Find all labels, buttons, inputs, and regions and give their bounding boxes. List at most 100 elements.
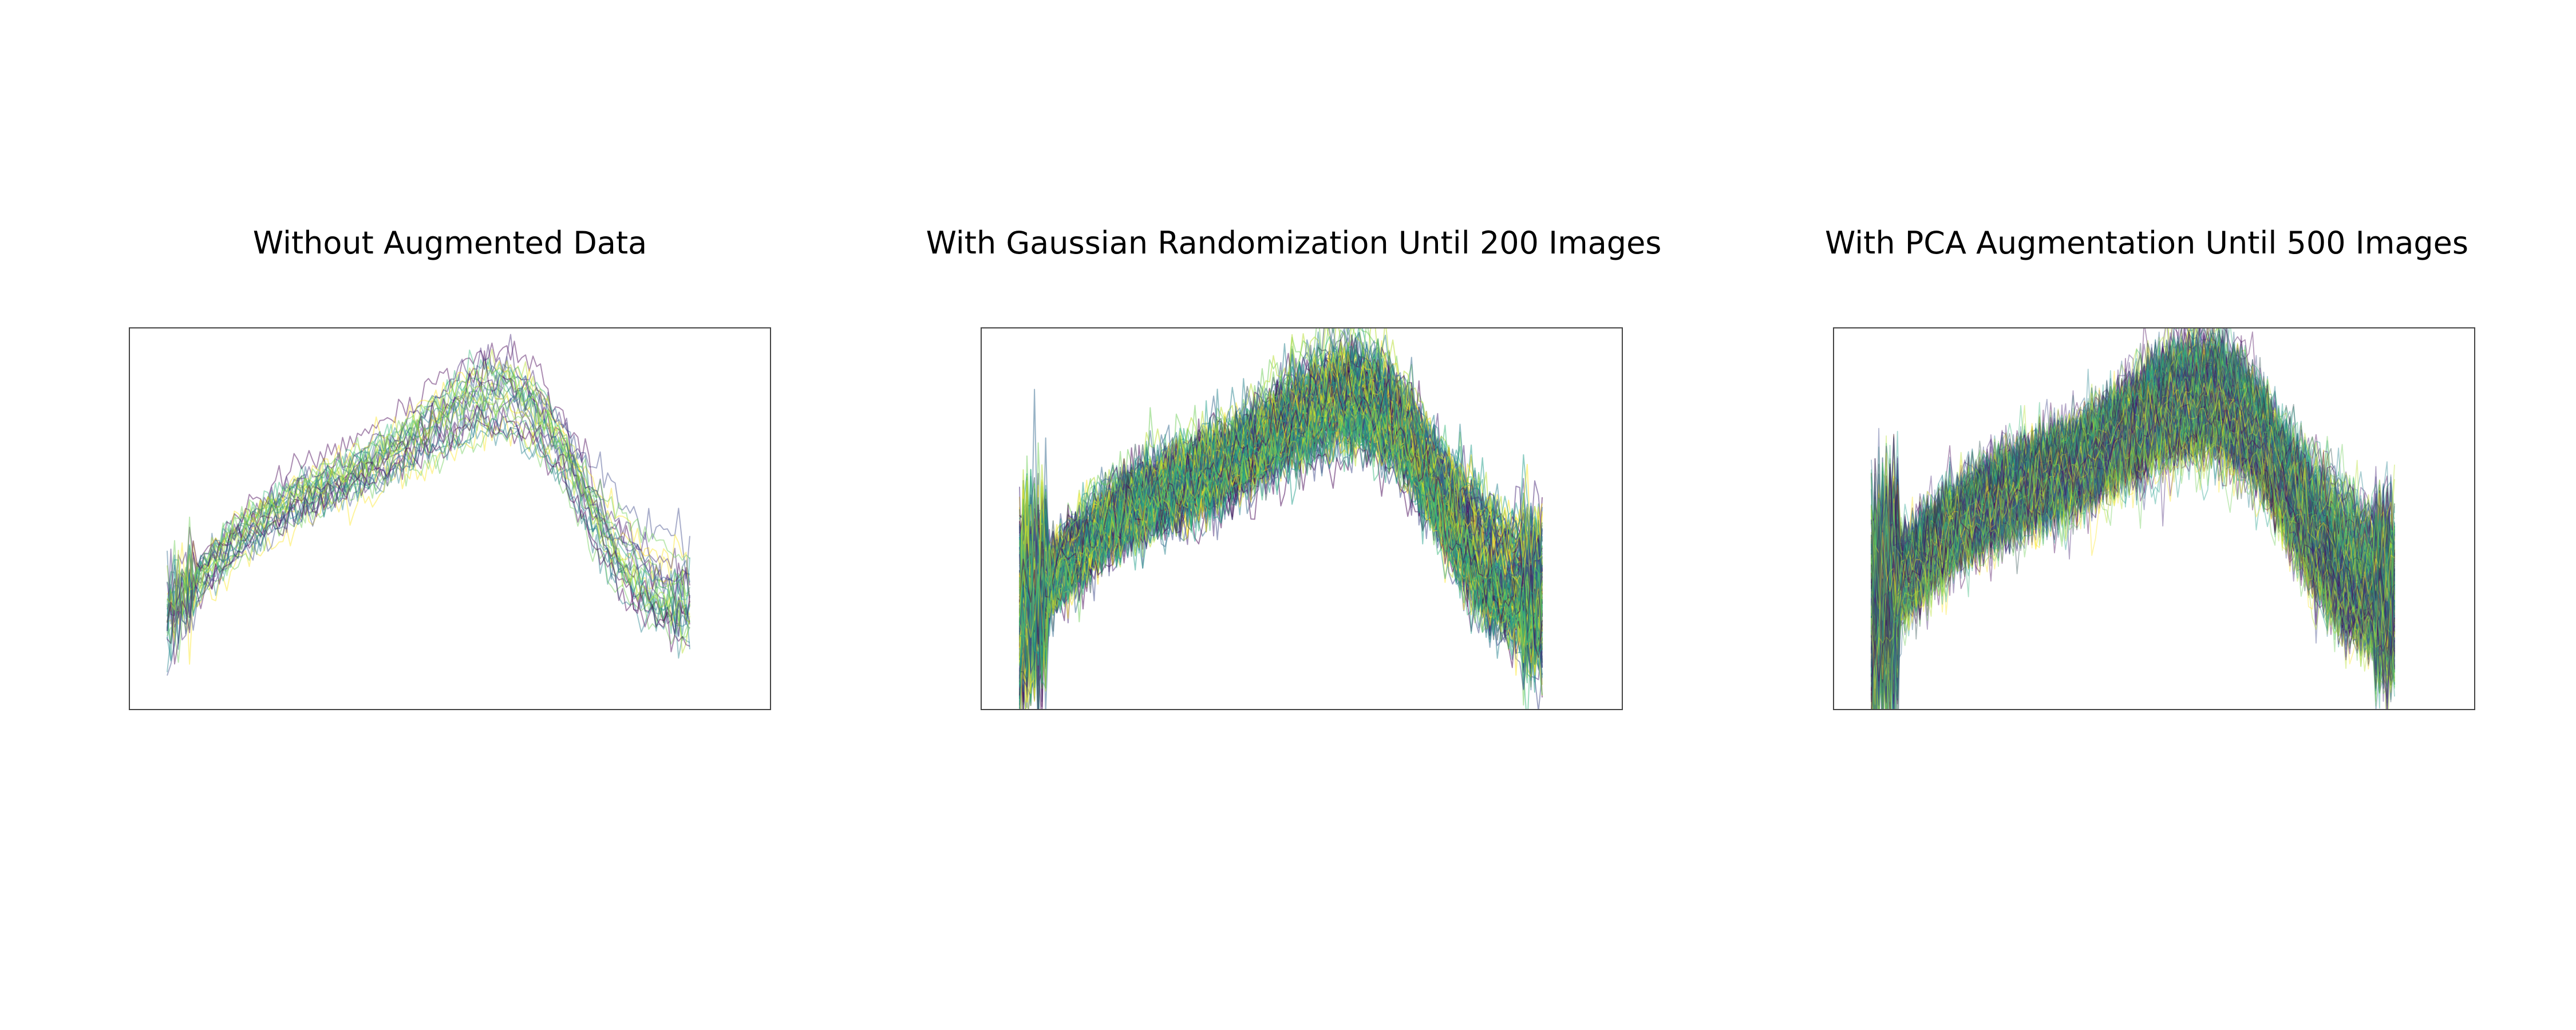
spectrum-line (1871, 356, 2395, 657)
spectrum-line (1871, 393, 2395, 703)
spectrum-line (1871, 361, 2395, 655)
spectrum-line (1871, 350, 2395, 687)
spectrum-line (1871, 410, 2395, 674)
spectrum-line (167, 381, 690, 650)
spectrum-line (1871, 371, 2395, 667)
spectra-lines-2 (1019, 328, 1543, 710)
spectrum-line (1871, 330, 2395, 647)
spectrum-line (1871, 355, 2395, 707)
spectrum-line (1871, 399, 2395, 693)
spectrum-line (1871, 382, 2395, 695)
spectrum-line (1871, 386, 2395, 700)
spectrum-line (1871, 380, 2395, 622)
spectrum-line (1871, 357, 2395, 700)
spectrum-line (1871, 381, 2395, 675)
spectrum-line (1871, 373, 2395, 666)
spectrum-line (1871, 355, 2395, 648)
spectrum-line (1871, 373, 2395, 679)
spectrum-line (1871, 375, 2395, 613)
spectrum-line (1871, 344, 2395, 710)
spectrum-line (1871, 335, 2395, 641)
spectrum-line (1871, 375, 2395, 710)
spectrum-line (1871, 331, 2395, 679)
spectrum-line (1871, 409, 2395, 710)
spectrum-line (167, 370, 690, 608)
spectrum-line (1871, 362, 2395, 696)
spectrum-line (1871, 372, 2395, 710)
axes-frame-2 (981, 327, 1623, 710)
spectrum-line (167, 375, 690, 607)
spectrum-line (167, 414, 690, 634)
spectrum-line (1871, 389, 2395, 664)
spectrum-line (1871, 376, 2395, 664)
spectrum-line (1871, 351, 2395, 700)
spectrum-line (1871, 360, 2395, 684)
spectrum-line (1871, 350, 2395, 701)
spectrum-line (167, 356, 690, 634)
spectrum-line (1871, 387, 2395, 710)
spectrum-line (1871, 354, 2395, 662)
spectrum-line (1871, 332, 2395, 663)
spectrum-line (1871, 328, 2395, 674)
spectrum-line (1871, 340, 2395, 667)
spectrum-line (1871, 387, 2395, 702)
spectrum-line (1871, 346, 2395, 631)
spectrum-line (167, 357, 690, 635)
spectrum-line (1871, 381, 2395, 695)
spectrum-line (1871, 389, 2395, 710)
spectrum-line (1871, 359, 2395, 710)
spectrum-line (1871, 366, 2395, 696)
spectrum-line (1871, 387, 2395, 661)
spectrum-line (167, 414, 690, 665)
spectrum-line (1871, 379, 2395, 664)
spectrum-line (1019, 328, 1543, 643)
spectrum-line (1871, 391, 2395, 671)
spectrum-line (1871, 343, 2395, 689)
spectrum-line (167, 375, 690, 633)
spectrum-line (167, 370, 690, 644)
panel-title-3: With PCA Augmentation Until 500 Images (1803, 223, 2490, 263)
spectrum-line (1871, 402, 2395, 710)
spectrum-line (1871, 358, 2395, 707)
axes-frame-1 (129, 327, 771, 710)
spectrum-line (1871, 351, 2395, 662)
spectrum-line (1871, 374, 2395, 653)
spectrum-line (1871, 377, 2395, 686)
spectrum-line (167, 350, 690, 644)
spectrum-line (167, 356, 690, 629)
spectrum-line (1871, 355, 2395, 687)
spectrum-line (1871, 360, 2395, 653)
spectrum-line (167, 395, 690, 663)
spectrum-line (1871, 392, 2395, 706)
spectrum-line (1871, 328, 2395, 682)
spectrum-line (167, 364, 690, 627)
spectrum-line (1871, 344, 2395, 639)
spectrum-line (167, 360, 690, 643)
spectrum-line (1871, 383, 2395, 710)
spectrum-line (167, 374, 690, 661)
spectrum-line (1871, 401, 2395, 663)
spectrum-line (167, 334, 690, 636)
spectrum-line (1871, 328, 2395, 710)
spectrum-line (1871, 348, 2395, 642)
spectrum-line (1871, 389, 2395, 684)
panel-title-1: Without Augmented Data (129, 223, 771, 263)
spectra-lines-3 (1871, 328, 2395, 710)
spectrum-line (167, 395, 690, 641)
spectrum-line (1871, 365, 2395, 695)
panel-3 (1833, 327, 2475, 710)
spectrum-line (1871, 362, 2395, 666)
spectrum-line (1871, 371, 2395, 631)
panel-title-2: With Gaussian Randomization Until 200 Im… (916, 223, 1672, 263)
spectrum-line (167, 426, 690, 645)
spectrum-line (1871, 356, 2395, 621)
spectrum-line (1871, 342, 2395, 684)
spectrum-line (1871, 347, 2395, 653)
spectrum-line (1871, 352, 2395, 710)
spectrum-line (167, 403, 690, 672)
spectrum-line (1871, 360, 2395, 657)
spectrum-line (1871, 421, 2395, 680)
spectrum-line (1871, 398, 2395, 657)
spectrum-line (1871, 370, 2395, 660)
